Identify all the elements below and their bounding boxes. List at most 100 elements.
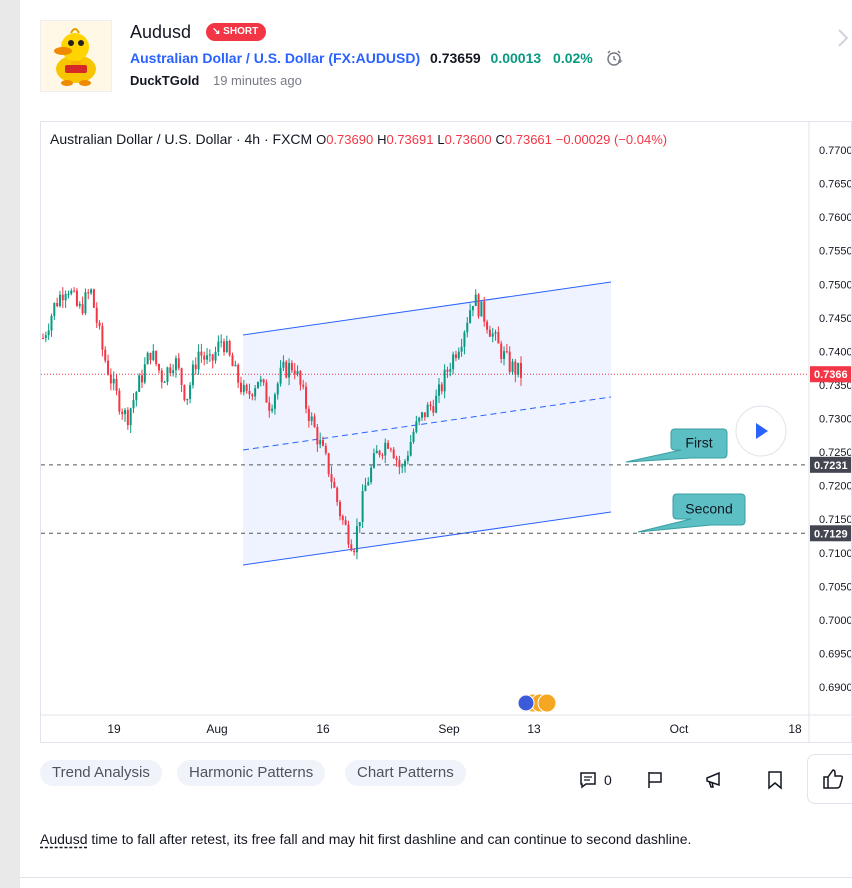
bookmark-icon[interactable] (766, 770, 784, 795)
candle (370, 464, 373, 485)
idea-title[interactable]: Audusd (130, 22, 192, 42)
candle (378, 449, 381, 458)
callout-second[interactable]: Second (637, 493, 746, 533)
channel-lower-line[interactable] (242, 511, 612, 566)
candle (228, 339, 231, 357)
svg-text:0.7231: 0.7231 (814, 460, 848, 472)
candle (126, 407, 129, 430)
candle (497, 326, 500, 344)
candle (160, 368, 163, 389)
candle (155, 350, 158, 367)
candle (42, 333, 44, 340)
y-tick-label: 0.7050 (819, 581, 851, 593)
candle (186, 398, 189, 405)
candle (319, 432, 322, 449)
candle (505, 343, 508, 354)
channel-mid-line[interactable] (242, 396, 612, 451)
candle (259, 375, 262, 387)
megaphone-icon[interactable] (704, 770, 726, 795)
flag-icon[interactable] (645, 770, 665, 795)
close-label: C (495, 132, 505, 147)
candle (364, 477, 367, 492)
like-button[interactable] (807, 754, 852, 804)
candle (75, 288, 78, 308)
chart-area[interactable]: 0.7700 0.7650 0.7600 0.7550 0.7500 0.7450 0.74… (40, 121, 852, 743)
candle (398, 455, 401, 475)
short-badge: ↘ SHORT (206, 23, 267, 41)
chevron-right-icon[interactable] (834, 26, 852, 50)
candle (279, 360, 282, 387)
candle (494, 329, 497, 341)
symbol-change-pct: 0.02% (553, 50, 593, 67)
candle (268, 396, 271, 418)
candle (446, 366, 449, 379)
y-tick-label: 0.6950 (819, 648, 851, 660)
candle (488, 325, 491, 337)
candle (84, 288, 87, 316)
candle (92, 288, 95, 309)
symbol-code-link[interactable]: (FX:AUDUSD) (328, 50, 421, 67)
badge-label: SHORT (223, 26, 259, 37)
tag-harmonic-patterns[interactable]: Harmonic Patterns (177, 760, 326, 786)
candle (333, 477, 336, 489)
candle (174, 355, 177, 378)
candle (520, 356, 522, 386)
candle (180, 367, 183, 393)
candle (347, 520, 350, 549)
x-tick-label: Oct (670, 722, 689, 736)
candle (500, 340, 503, 364)
candle (508, 346, 511, 375)
candle (112, 371, 115, 391)
candle (47, 323, 50, 340)
alarm-clock-icon[interactable] (605, 50, 623, 69)
candle (423, 412, 426, 421)
candle (290, 360, 293, 374)
candle (87, 289, 90, 300)
candle (44, 331, 47, 343)
candle (395, 455, 398, 467)
candle (206, 347, 209, 365)
comment-icon[interactable] (578, 770, 598, 795)
candle (223, 338, 226, 356)
candle (200, 343, 203, 363)
candle (64, 290, 67, 308)
description-symbol-link[interactable]: Audusd (40, 831, 88, 847)
candle (67, 290, 70, 299)
play-button[interactable] (735, 405, 787, 457)
tag-trend-analysis[interactable]: Trend Analysis (40, 760, 162, 786)
candle (234, 360, 237, 367)
y-tick-label: 0.7650 (819, 179, 851, 191)
author-name[interactable]: DuckTGold (130, 73, 200, 88)
candle (440, 381, 443, 395)
candle (437, 377, 440, 404)
bottom-divider (20, 877, 852, 878)
x-tick-label: 13 (527, 722, 541, 736)
candle (166, 366, 169, 386)
close-value: 0.73661 (504, 132, 552, 147)
price-chart[interactable]: 0.7700 0.7650 0.7600 0.7550 0.7500 0.7450 0.74… (41, 122, 851, 742)
symbol-name-link[interactable]: Australian Dollar / U.S. Dollar (130, 50, 325, 67)
callout-first[interactable]: First (625, 428, 728, 463)
open-value: 0.73690 (326, 132, 374, 147)
candle (469, 303, 472, 324)
candle (344, 516, 347, 526)
candle (242, 380, 245, 396)
low-label: L (437, 132, 445, 147)
tag-chart-patterns[interactable]: Chart Patterns (345, 760, 466, 786)
candle (418, 416, 421, 426)
candle (169, 363, 172, 377)
low-value: 0.73600 (444, 132, 492, 147)
candle (203, 351, 206, 366)
y-tick-label: 0.7300 (819, 414, 851, 426)
candle (273, 392, 276, 415)
channel-upper-line[interactable] (242, 281, 612, 336)
candle (341, 514, 344, 525)
candle (421, 411, 424, 421)
economic-events-icon[interactable] (516, 693, 557, 713)
author-avatar[interactable] (40, 20, 112, 92)
candle (330, 466, 333, 489)
x-tick-label: 19 (107, 722, 121, 736)
candle (197, 344, 200, 375)
x-tick-label: 18 (788, 722, 802, 736)
candle (152, 344, 155, 362)
